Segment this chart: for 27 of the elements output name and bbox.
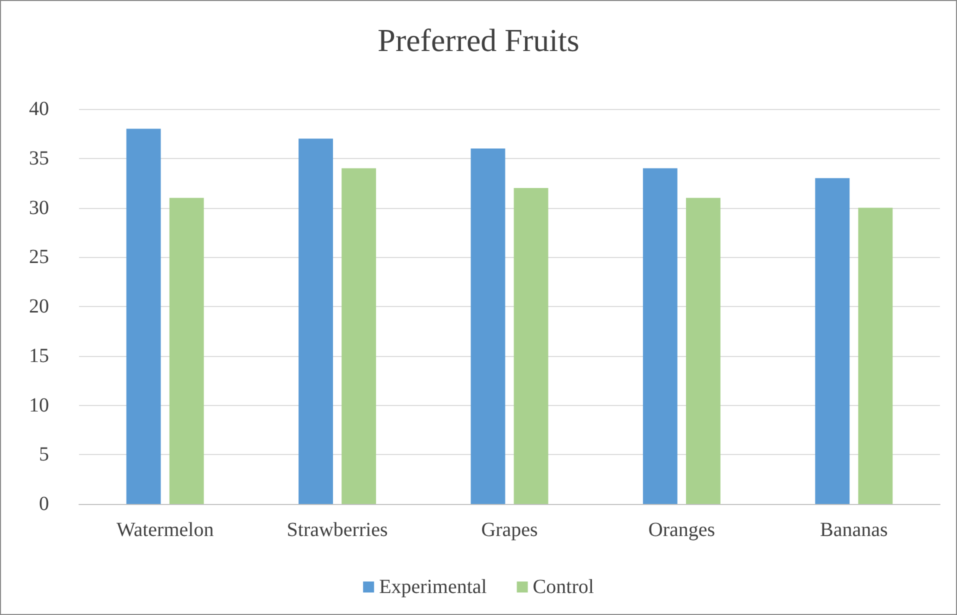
bar — [514, 188, 548, 504]
bar — [169, 198, 204, 504]
y-tick-label: 20 — [29, 296, 49, 318]
x-tick-label: Bananas — [820, 519, 888, 541]
bar — [858, 208, 893, 504]
y-tick-label: 10 — [29, 394, 49, 416]
legend-label: Control — [532, 576, 594, 598]
bar — [126, 128, 161, 504]
y-tick-label: 40 — [29, 98, 49, 120]
legend-label: Experimental — [379, 576, 488, 598]
bar — [298, 138, 333, 504]
bar — [815, 178, 850, 504]
x-tick-label: Oranges — [648, 519, 716, 541]
y-tick-label: 30 — [29, 196, 49, 219]
bar — [686, 198, 720, 504]
y-tick-label: 5 — [39, 444, 49, 466]
x-tick-label: Grapes — [481, 519, 538, 541]
x-tick-label: Watermelon — [116, 519, 214, 541]
bar — [342, 168, 376, 504]
bar — [642, 168, 678, 504]
y-tick-label: 0 — [39, 493, 49, 515]
bar — [470, 148, 506, 504]
y-tick-label: 35 — [29, 147, 49, 170]
y-tick-label: 25 — [29, 246, 49, 268]
y-tick-label: 15 — [29, 344, 49, 367]
chart-title: Preferred Fruits — [378, 22, 580, 58]
x-tick-label: Strawberries — [286, 519, 388, 541]
